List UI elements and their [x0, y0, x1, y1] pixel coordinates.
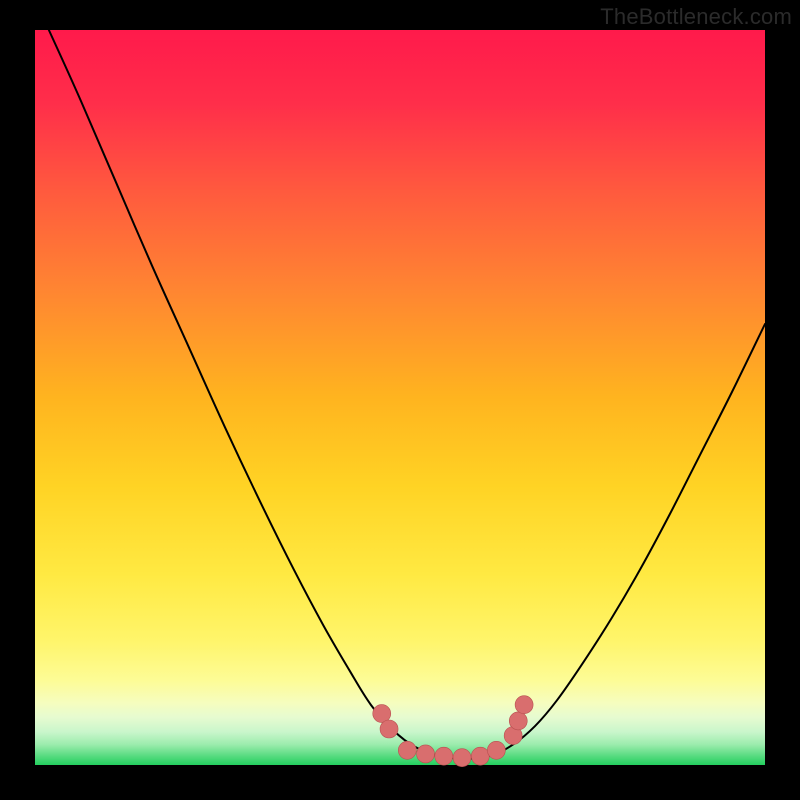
- marker-dot: [509, 712, 527, 730]
- chart-container: TheBottleneck.com: [0, 0, 800, 800]
- bottleneck-chart: [0, 0, 800, 800]
- marker-dot: [398, 741, 416, 759]
- watermark-text: TheBottleneck.com: [600, 4, 792, 30]
- marker-dot: [417, 745, 435, 763]
- plot-area: [35, 30, 765, 765]
- marker-dot: [487, 741, 505, 759]
- marker-dot: [515, 696, 533, 714]
- marker-dot: [435, 747, 453, 765]
- marker-dot: [471, 747, 489, 765]
- marker-dot: [453, 749, 471, 767]
- marker-dot: [380, 720, 398, 738]
